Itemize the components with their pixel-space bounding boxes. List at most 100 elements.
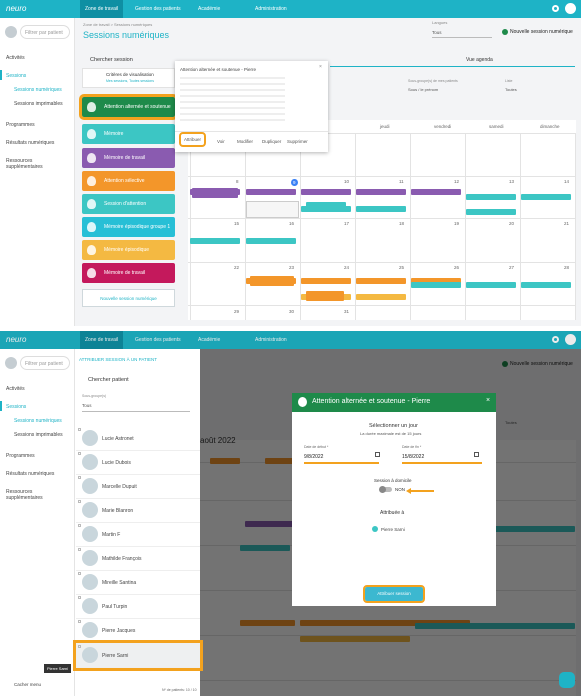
session-item[interactable]: Mémoire de travail bbox=[82, 263, 175, 283]
patient-row[interactable]: Mireille Santina bbox=[76, 570, 200, 595]
language-underline bbox=[432, 37, 492, 38]
toggle-knob bbox=[379, 486, 386, 493]
popup-action[interactable]: Dupliquer bbox=[262, 139, 282, 144]
avatar-icon[interactable] bbox=[565, 334, 576, 345]
session-item[interactable]: Session d'attention bbox=[82, 194, 175, 214]
date-number: 8 bbox=[236, 179, 239, 184]
patient-name: Mireille Santina bbox=[102, 580, 137, 586]
calendar-row-line bbox=[188, 305, 576, 306]
new-session-button[interactable]: Nouvelle session numérique bbox=[82, 289, 175, 307]
sidebar-item[interactable]: Sessions numériques bbox=[14, 418, 62, 424]
calendar-icon[interactable] bbox=[375, 452, 380, 457]
brain-icon bbox=[87, 129, 96, 139]
patient-avatar bbox=[82, 574, 98, 590]
patient-avatar bbox=[5, 357, 17, 369]
language-select[interactable]: Tous bbox=[432, 30, 442, 35]
avatar-icon[interactable] bbox=[565, 3, 576, 14]
session-item[interactable]: Attention alternée et soutenue bbox=[79, 94, 178, 120]
faint-line bbox=[180, 119, 285, 121]
faint-line bbox=[180, 77, 285, 79]
session-item[interactable]: Mémoire de travail bbox=[82, 148, 175, 168]
faint-line bbox=[180, 95, 285, 97]
date-number: 17 bbox=[344, 221, 350, 226]
patient-row[interactable]: Marcelle Dupuit bbox=[76, 474, 200, 499]
start-value[interactable]: 9/8/2022 bbox=[304, 454, 324, 460]
search-session[interactable]: Chercher session bbox=[90, 57, 133, 63]
sidebar-item[interactable]: Activités bbox=[6, 55, 25, 61]
assign-button[interactable]: Attribuer session bbox=[363, 585, 425, 603]
nav-tab[interactable]: Zone de travail bbox=[80, 0, 124, 18]
sidebar-item[interactable]: Sessions numériques bbox=[14, 87, 62, 93]
sidebar-item[interactable]: Ressources supplémentaires bbox=[6, 158, 43, 170]
sidebar-item[interactable]: Sessions imprimables bbox=[14, 101, 63, 107]
brain-icon bbox=[87, 245, 96, 255]
nav-tab[interactable]: Gestion des patients bbox=[135, 6, 181, 12]
sessions-highlight bbox=[0, 70, 2, 80]
close-x[interactable]: × bbox=[319, 64, 322, 70]
toggle[interactable] bbox=[380, 487, 392, 492]
end-value[interactable]: 15/8/2022 bbox=[402, 454, 425, 460]
calendar-icon[interactable] bbox=[474, 452, 479, 457]
nav-tab[interactable]: Zone de travail bbox=[80, 331, 124, 349]
close-x[interactable]: × bbox=[486, 397, 491, 404]
session-item[interactable]: Mémoire épisodique bbox=[82, 240, 175, 260]
calendar-event bbox=[190, 238, 240, 244]
nav-tab[interactable]: Gestion des patients bbox=[135, 337, 181, 343]
filter-groups-value[interactable]: Sous / le prénom bbox=[408, 87, 439, 92]
patient-row[interactable]: Lucie Dubois bbox=[76, 450, 200, 475]
settings-icon[interactable] bbox=[552, 336, 559, 343]
nav-tab[interactable]: Académie bbox=[198, 337, 221, 343]
subgroup-value[interactable]: Tous bbox=[82, 403, 92, 408]
session-item[interactable]: Mémoire bbox=[82, 124, 175, 144]
sidebar-item[interactable]: Résultats numériques bbox=[6, 140, 55, 146]
session-name: Mémoire épisodique groupe 1 bbox=[104, 224, 171, 230]
date-number: 26 bbox=[454, 265, 460, 270]
session-item[interactable]: Mémoire épisodique groupe 1 bbox=[82, 217, 175, 237]
patient-avatar bbox=[5, 26, 17, 38]
sidebar-item[interactable]: Sessions bbox=[6, 73, 27, 79]
sidebar-item[interactable]: Sessions imprimables bbox=[14, 432, 63, 438]
filter-list-value[interactable]: Toutes bbox=[505, 87, 517, 92]
calendar-event bbox=[521, 282, 571, 288]
chat-button[interactable] bbox=[559, 672, 575, 688]
patient-row[interactable]: Marie Blanron bbox=[76, 498, 200, 523]
sidebar-item[interactable]: Résultats numériques bbox=[6, 471, 55, 477]
patient-row[interactable]: Pierre Sarni bbox=[73, 640, 203, 671]
patient-filter[interactable]: Filtrer par patient bbox=[20, 25, 70, 39]
settings-icon[interactable] bbox=[552, 5, 559, 12]
patient-row[interactable]: Lucie Astronet bbox=[76, 426, 200, 451]
sidebar-item[interactable]: Programmes bbox=[6, 453, 35, 459]
nav-tab[interactable]: Administration bbox=[255, 6, 287, 12]
sidebar-item[interactable]: Ressources supplémentaires bbox=[6, 489, 43, 501]
patient-name: Marcelle Dupuit bbox=[102, 484, 137, 490]
date-number: 18 bbox=[399, 221, 405, 226]
nav-tab[interactable]: Académie bbox=[198, 6, 221, 12]
assigned-to: Attribuée à bbox=[380, 510, 405, 516]
patient-avatar bbox=[82, 647, 98, 663]
modal: Attention alternée et soutenue - Pierre ×… bbox=[292, 393, 496, 606]
patient-filter[interactable]: Filtrer par patient bbox=[20, 356, 70, 370]
calendar-col-line bbox=[520, 133, 521, 320]
popup-action[interactable]: Modifier bbox=[237, 139, 254, 144]
session-item[interactable]: Attention sélective bbox=[82, 171, 175, 191]
patient-row[interactable]: Martin F bbox=[76, 522, 200, 547]
patient-row[interactable]: Pierre Jacques bbox=[76, 618, 200, 643]
patient-row[interactable]: Paul Turpin bbox=[76, 594, 200, 619]
popup-action[interactable]: Supprimer bbox=[287, 139, 308, 144]
brain-icon bbox=[87, 222, 96, 232]
patient-row[interactable]: Mathilde François bbox=[76, 546, 200, 571]
nav-tab[interactable]: Administration bbox=[255, 337, 287, 343]
hide-menu[interactable]: Cacher menu bbox=[14, 682, 42, 687]
search-patient[interactable]: Chercher patient bbox=[88, 377, 129, 383]
sidebar-item[interactable]: Sessions bbox=[6, 404, 27, 410]
popup-action[interactable]: Voir bbox=[217, 139, 225, 144]
sidebar-item[interactable]: Programmes bbox=[6, 122, 35, 128]
brain-icon bbox=[87, 199, 96, 209]
sidebar-item[interactable]: Activités bbox=[6, 386, 25, 392]
sidebar: Filtrer par patient Activités Sessions Sess… bbox=[0, 18, 75, 326]
new-session-link[interactable]: Nouvelle session numérique bbox=[510, 29, 573, 35]
popup-action[interactable]: Attribuer bbox=[178, 132, 207, 147]
home-session: Session à domicile bbox=[374, 478, 412, 483]
agenda-link[interactable]: Vue agenda bbox=[466, 57, 493, 63]
session-name: Mémoire épisodique bbox=[104, 247, 150, 253]
